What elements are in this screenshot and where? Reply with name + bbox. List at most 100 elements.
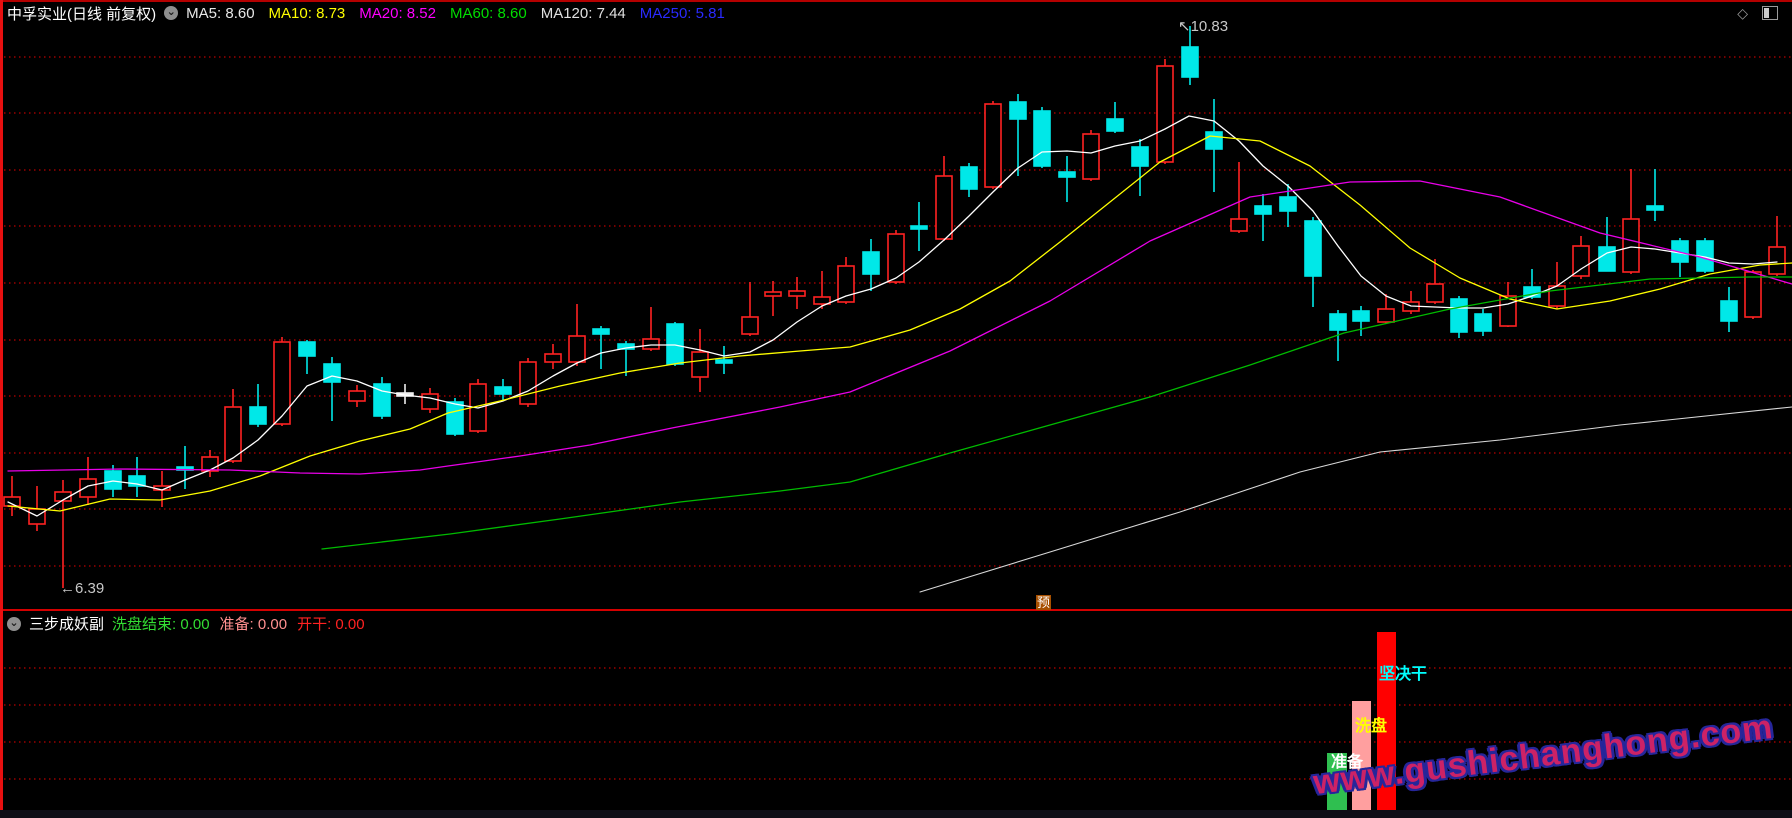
indicator-fields: 洗盘结束: 0.00 准备: 0.00 开干: 0.00 [112, 613, 365, 634]
signal-bar [1377, 632, 1396, 818]
split-panel-icon[interactable] [1762, 6, 1778, 20]
candle-body [887, 233, 905, 283]
candle-body [642, 338, 660, 350]
candle-body [1131, 146, 1149, 167]
pre-marker-badge: 预 [1036, 595, 1051, 610]
candle-body [568, 335, 586, 363]
candle-body [592, 328, 610, 335]
candle-body [249, 406, 267, 425]
signal-bar-label: 准备 [1331, 754, 1364, 771]
candle-body [1329, 313, 1347, 331]
low-price-label: ←6.39 [60, 580, 105, 597]
candle-body [1598, 246, 1616, 272]
candle-body [837, 265, 855, 303]
ma-value: MA5: 8.60 [186, 4, 255, 22]
panel-divider [0, 609, 1792, 611]
indicator-field: 准备: 0.00 [219, 616, 288, 633]
candle-body [1254, 205, 1272, 215]
ma-value: MA250: 5.81 [639, 4, 725, 22]
candle-body [128, 475, 146, 487]
candle-body [1082, 133, 1100, 180]
candle-body [666, 323, 684, 365]
ma-line-ma10 [7, 135, 1792, 512]
candle-body [1009, 101, 1027, 120]
ma-line-ma20 [7, 180, 1792, 475]
candle-body [1230, 218, 1248, 232]
candle-body [813, 296, 831, 305]
candle-body [960, 166, 978, 190]
candle-body [446, 401, 464, 435]
top-border [0, 0, 1792, 2]
candle-body [862, 251, 880, 275]
candle-body [1646, 205, 1664, 211]
candle-body [273, 341, 291, 425]
candle-body [1572, 245, 1590, 277]
candle-body [1523, 286, 1541, 298]
indicator-field: 洗盘结束: 0.00 [112, 616, 210, 633]
candle-body [1622, 218, 1640, 273]
indicator-field: 开干: 0.00 [297, 616, 365, 633]
candle-body [494, 386, 512, 395]
candle-body [910, 225, 928, 230]
indicator-chevron-icon[interactable]: ⌄ [7, 616, 21, 631]
candle-body [348, 390, 366, 402]
candle-body [1106, 118, 1124, 132]
candle-body [544, 353, 562, 363]
candle-body [764, 291, 782, 297]
candle-body [741, 316, 759, 335]
candle-body [984, 103, 1002, 188]
left-border [0, 0, 3, 818]
candle-body [1426, 283, 1444, 303]
ma-value: MA120: 7.44 [540, 4, 626, 22]
candle-body [323, 363, 341, 383]
candle-body [1377, 308, 1395, 323]
signal-bar [1352, 701, 1371, 818]
candle-body [519, 361, 537, 405]
candle-body [1768, 246, 1786, 275]
signal-bar-label: 洗盘 [1355, 718, 1388, 735]
candle-body [201, 456, 219, 472]
candle-body [79, 478, 97, 498]
candle-body [1033, 110, 1051, 167]
candle-body [1156, 65, 1174, 163]
candle-body [1499, 295, 1517, 327]
candle-body [1304, 220, 1322, 277]
candle-body [421, 393, 439, 410]
candle-body [54, 491, 72, 502]
candle-body [1279, 196, 1297, 212]
candle-body [691, 351, 709, 378]
signal-bar-label: 坚决干 [1379, 666, 1428, 683]
ma-value: MA10: 8.73 [268, 4, 346, 22]
ma-line-ma60 [321, 276, 1792, 550]
chart-header: 中孚实业(日线 前复权) ⌄ MA5: 8.60 MA10: 8.73 MA20: … [7, 3, 1792, 23]
indicator-header: ⌄ 三步成妖副 洗盘结束: 0.00 准备: 0.00 开干: 0.00 [7, 613, 365, 634]
candle-body [1720, 300, 1738, 322]
high-price-label: ↖10.83 [1178, 18, 1229, 35]
header-right-icons: ◇ [1737, 5, 1778, 22]
candle-body [1205, 131, 1223, 150]
candle-body [1474, 313, 1492, 332]
candle-body [788, 290, 806, 297]
candle-body [1744, 271, 1762, 318]
ma-line-ma120 [919, 406, 1792, 593]
candle-body [935, 175, 953, 240]
candle-body [1181, 46, 1199, 78]
signal-bar [1327, 753, 1347, 818]
candle-body [715, 359, 733, 364]
candle-body [1450, 298, 1468, 333]
candle-body [298, 341, 316, 357]
candle-body [104, 470, 122, 490]
indicator-name: 三步成妖副 [29, 616, 105, 633]
chevron-down-circle-icon[interactable]: ⌄ [164, 6, 179, 20]
ma-line-ma5 [7, 115, 1778, 517]
diamond-icon[interactable]: ◇ [1737, 4, 1748, 21]
stock-title: 中孚实业(日线 前复权) [7, 5, 157, 23]
bottom-edge [0, 810, 1792, 818]
candle-body [1352, 310, 1370, 322]
candle-body [224, 406, 242, 462]
candle-body [1058, 171, 1076, 178]
ma-value: MA20: 8.52 [359, 4, 436, 22]
ma-values-row: MA5: 8.60 MA10: 8.73 MA20: 8.52 MA60: 8.60 M… [186, 5, 725, 22]
